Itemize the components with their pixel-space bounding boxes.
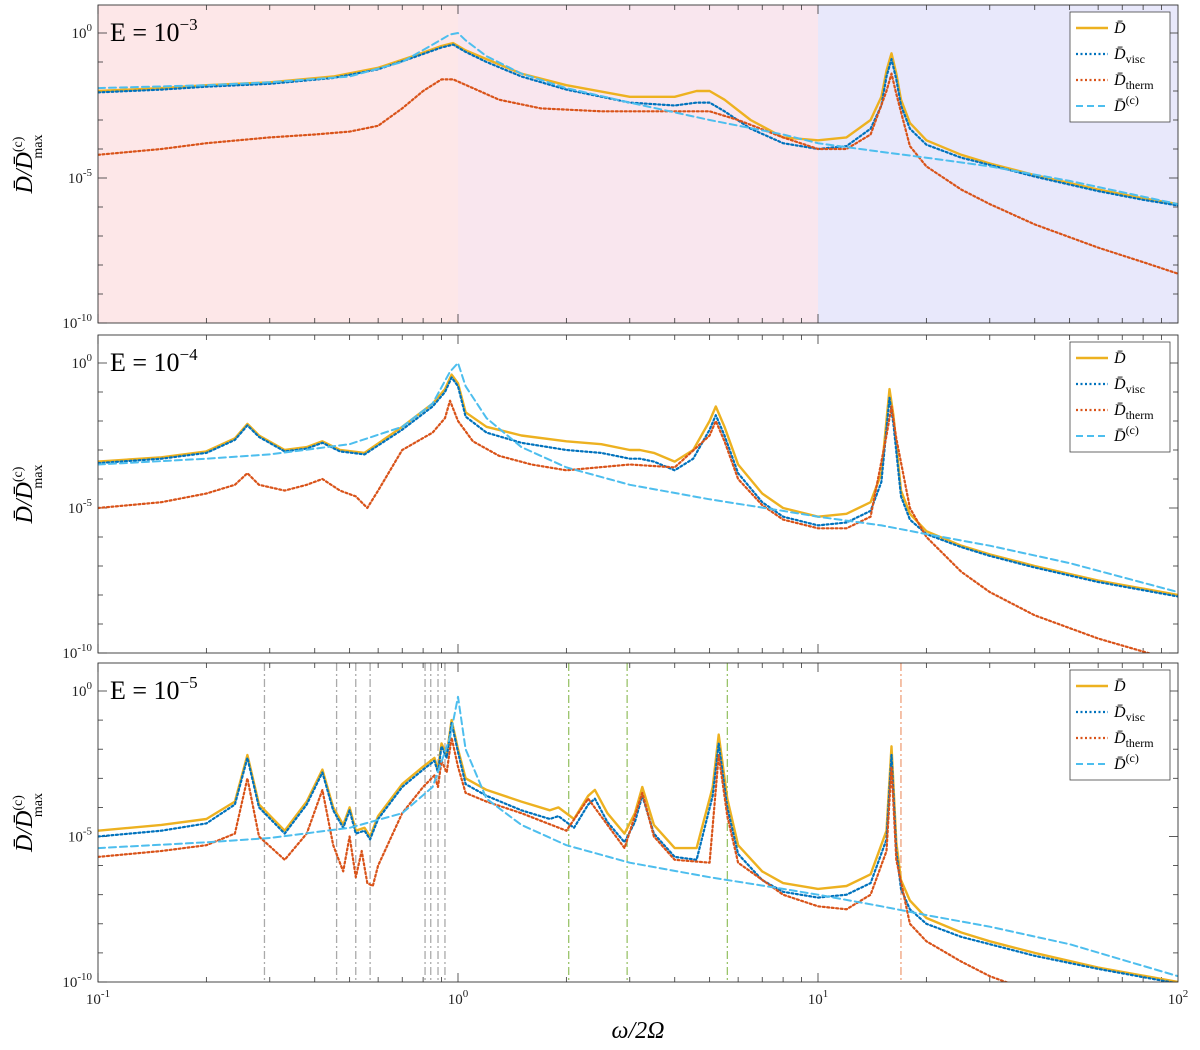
series-line-therm [98,72,1178,275]
x-tick-label: 10-1 [86,988,110,1008]
series-line-therm [98,736,1010,982]
legend-entry-conv: D̄(c) [1113,751,1139,773]
legend-entry-therm: D̄therm [1113,402,1154,422]
y-tick-label: 10-5 [68,826,93,846]
y-tick-label: 10-10 [62,971,92,991]
y-tick-label: 10-5 [68,497,93,517]
series-line-conv [98,695,1178,978]
y-tick-label: 100 [72,680,93,700]
legend-entry-total: D̄ [1113,20,1126,37]
legend-entry-total: D̄ [1113,678,1126,695]
shaded-region [98,5,458,323]
series-line-therm [98,399,1152,653]
x-axis-label: ω/2Ω [612,1018,665,1044]
series-line-visc [98,376,1178,598]
plot-frame [97,334,1179,654]
plot-frame [97,4,1179,324]
y-axis-label: D̄/D̄(c) max [11,793,46,853]
series-line-total [98,718,1178,982]
y-tick-label: 100 [72,22,93,42]
legend-entry-visc: D̄visc [1113,46,1145,66]
shaded-region [458,5,818,323]
plot-frame [97,662,1179,983]
panel-title: E = 10−4 [110,345,198,377]
y-axis-label: D̄/D̄(c) max [11,465,46,525]
y-tick-label: 10-10 [62,642,92,662]
legend-entry-visc: D̄visc [1113,376,1145,396]
y-axis-label: D̄/D̄(c) max [11,135,46,195]
x-tick-label: 102 [1168,988,1189,1008]
series-line-conv [98,362,1178,594]
legend-entry-therm: D̄therm [1113,72,1154,92]
legend-entry-therm: D̄therm [1113,730,1154,750]
legend-entry-conv: D̄(c) [1113,423,1139,445]
x-axis: 10-1 100 101 102 ω/2Ω [86,988,1188,1044]
series-line-conv [98,32,1178,206]
legend-entry-total: D̄ [1113,350,1126,367]
y-tick-label: 10-10 [62,312,92,332]
legend-entry-conv: D̄(c) [1113,93,1139,115]
legend-entry-visc: D̄visc [1113,704,1145,724]
x-tick-label: 101 [808,988,829,1008]
y-tick-label: 10-5 [68,167,93,187]
x-tick-label: 100 [448,988,469,1008]
panel-title: E = 10−3 [110,15,198,47]
panel-title: E = 10−5 [110,673,198,705]
series-line-visc [98,721,1176,982]
y-tick-label: 100 [72,352,93,372]
